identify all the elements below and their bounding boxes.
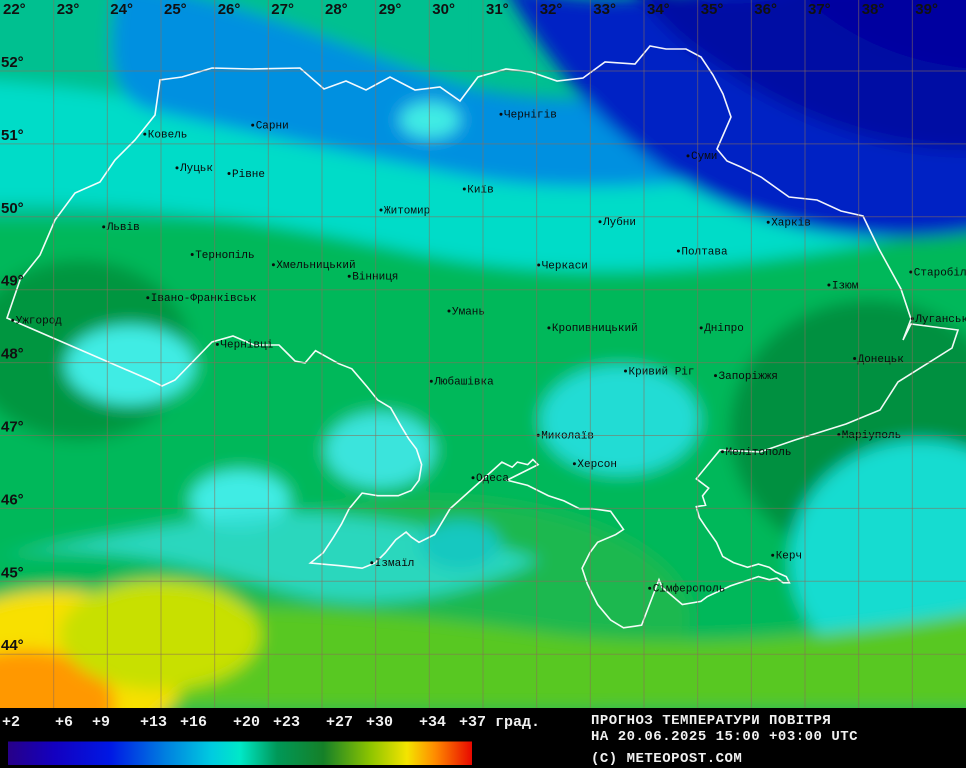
svg-text:26°: 26° bbox=[218, 1, 241, 18]
svg-text:45°: 45° bbox=[1, 564, 24, 581]
svg-text:38°: 38° bbox=[862, 1, 885, 18]
svg-text:39°: 39° bbox=[915, 1, 938, 18]
svg-text:37°: 37° bbox=[808, 1, 831, 18]
svg-text:32°: 32° bbox=[540, 1, 563, 18]
svg-text:23°: 23° bbox=[57, 1, 80, 18]
svg-text:44°: 44° bbox=[1, 637, 24, 654]
svg-text:31°: 31° bbox=[486, 1, 509, 18]
svg-text:47°: 47° bbox=[1, 419, 24, 436]
svg-text:36°: 36° bbox=[754, 1, 777, 18]
svg-text:30°: 30° bbox=[432, 1, 455, 18]
svg-text:29°: 29° bbox=[379, 1, 402, 18]
svg-text:48°: 48° bbox=[1, 346, 24, 363]
svg-text:28°: 28° bbox=[325, 1, 348, 18]
svg-text:22°: 22° bbox=[3, 1, 26, 18]
svg-text:33°: 33° bbox=[593, 1, 616, 18]
svg-text:49°: 49° bbox=[1, 273, 24, 290]
svg-text:50°: 50° bbox=[1, 200, 24, 217]
svg-text:52°: 52° bbox=[1, 54, 24, 71]
svg-text:51°: 51° bbox=[1, 127, 24, 144]
svg-text:46°: 46° bbox=[1, 491, 24, 508]
svg-text:25°: 25° bbox=[164, 1, 187, 18]
svg-text:27°: 27° bbox=[271, 1, 294, 18]
svg-text:35°: 35° bbox=[701, 1, 724, 18]
svg-text:24°: 24° bbox=[110, 1, 133, 18]
svg-text:34°: 34° bbox=[647, 1, 670, 18]
